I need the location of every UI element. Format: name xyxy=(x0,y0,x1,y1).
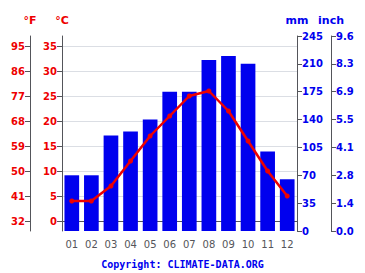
svg-text:4.1: 4.1 xyxy=(336,142,354,153)
svg-text:04: 04 xyxy=(124,239,137,250)
svg-text:210: 210 xyxy=(302,58,323,69)
svg-text:95: 95 xyxy=(11,41,25,52)
svg-text:03: 03 xyxy=(105,239,118,250)
svg-text:5.5: 5.5 xyxy=(336,114,354,125)
svg-text:35: 35 xyxy=(302,198,316,209)
svg-text:30: 30 xyxy=(43,66,57,77)
svg-text:140: 140 xyxy=(302,114,323,125)
svg-text:07: 07 xyxy=(183,239,196,250)
svg-text:6.9: 6.9 xyxy=(336,86,354,97)
svg-text:5: 5 xyxy=(50,191,57,202)
svg-text:10: 10 xyxy=(43,166,57,177)
svg-text:02: 02 xyxy=(85,239,98,250)
svg-text:1.4: 1.4 xyxy=(336,198,354,209)
svg-text:°F: °F xyxy=(23,14,36,27)
svg-text:inch: inch xyxy=(318,14,344,27)
svg-text:08: 08 xyxy=(203,239,216,250)
svg-text:245: 245 xyxy=(302,31,323,42)
svg-text:09: 09 xyxy=(222,239,235,250)
svg-text:0.0: 0.0 xyxy=(336,226,354,237)
svg-text:77: 77 xyxy=(11,91,25,102)
svg-text:32: 32 xyxy=(11,216,25,227)
svg-text:20: 20 xyxy=(43,116,57,127)
svg-text:175: 175 xyxy=(302,86,323,97)
svg-text:2.8: 2.8 xyxy=(336,170,354,181)
svg-text:8.3: 8.3 xyxy=(336,58,354,69)
svg-text:06: 06 xyxy=(163,239,176,250)
svg-text:mm: mm xyxy=(286,14,309,27)
svg-text:86: 86 xyxy=(11,66,25,77)
svg-text:41: 41 xyxy=(11,191,25,202)
svg-text:10: 10 xyxy=(242,239,255,250)
svg-text:05: 05 xyxy=(144,239,157,250)
svg-text:0: 0 xyxy=(302,226,309,237)
svg-text:35: 35 xyxy=(43,41,57,52)
svg-text:°C: °C xyxy=(55,14,69,27)
svg-text:Copyright: CLIMATE-DATA.ORG: Copyright: CLIMATE-DATA.ORG xyxy=(101,259,264,270)
svg-text:50: 50 xyxy=(11,166,25,177)
svg-text:0: 0 xyxy=(50,216,57,227)
svg-text:68: 68 xyxy=(11,116,25,127)
svg-text:01: 01 xyxy=(65,239,78,250)
svg-text:15: 15 xyxy=(43,141,57,152)
svg-text:11: 11 xyxy=(261,239,274,250)
svg-text:25: 25 xyxy=(43,91,57,102)
svg-text:12: 12 xyxy=(281,239,294,250)
svg-text:70: 70 xyxy=(302,170,316,181)
svg-text:9.6: 9.6 xyxy=(336,31,354,42)
svg-text:105: 105 xyxy=(302,142,323,153)
svg-text:59: 59 xyxy=(11,141,25,152)
